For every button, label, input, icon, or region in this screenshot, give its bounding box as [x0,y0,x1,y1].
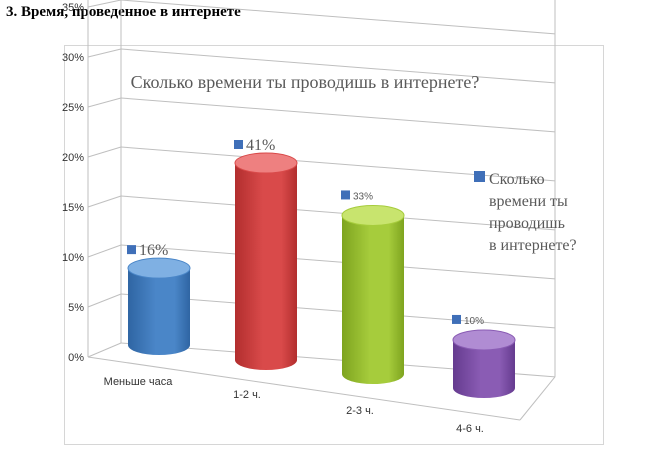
grid-back-line [120,48,556,84]
category-label: Меньше часа [104,376,174,388]
grid-side-line [87,97,122,108]
grid-side-line [87,48,122,58]
y-tick-label: 20% [62,152,84,164]
y-tick-label: 15% [62,202,84,214]
data-label-marker [234,140,243,149]
grid-back-line [120,195,556,231]
bar-2 [234,152,298,370]
legend-text-line: Сколько [489,171,545,188]
grid-side-line [87,146,122,158]
x-axis-categories: Меньше часа 1-2 ч. 2-3 ч. 4-6 ч. [104,376,484,435]
grid-side-line [87,342,122,358]
y-tick-label: 5% [68,302,84,314]
floor-right-edge [519,376,556,421]
bar-top [234,152,298,174]
chart-bars [127,152,516,398]
bar-1 [127,257,191,355]
category-label: 1-2 ч. [233,389,261,401]
data-label-marker [452,314,461,324]
grid-side-line [87,195,122,208]
bar-4 [452,329,516,398]
y-tick-label: 30% [62,52,84,64]
grid-back-line [120,293,556,329]
data-labels: 16% 41% 33% 10% [127,137,484,327]
y-axis-ticks: 0%5%10%15%20%25%30%35%40%45% [62,2,84,364]
y-tick-label: 35% [62,2,84,14]
chart-legend: Сколько времени ты проводишь в интернете? [474,171,577,254]
category-label: 4-6 ч. [456,423,484,435]
chart-grid [87,0,556,421]
category-label: 2-3 ч. [346,405,374,417]
chart-title: Сколько времени ты проводишь в интернете… [131,72,480,92]
grid-back-line [120,97,556,133]
bar-body [342,215,404,384]
legend-marker [474,171,485,182]
y-tick-label: 0% [68,352,84,364]
bar-body [235,163,297,370]
data-label: 16% [139,242,168,259]
legend-text-line: проводишь [489,215,565,232]
data-label: 41% [246,137,275,154]
floor-front-edge [87,356,521,421]
document-heading: 3. Время, проведенное в интернете [6,4,241,20]
grid-side-line [87,293,122,308]
legend-text-line: времени ты [489,193,568,210]
grid-side-line [87,0,122,8]
data-label-marker [127,245,136,255]
bar-body [128,268,190,355]
bar-top [452,329,516,351]
y-tick-label: 25% [62,102,84,114]
y-tick-label: 10% [62,252,84,264]
data-label: 10% [464,316,484,327]
grid-back-line [120,244,556,280]
bar-body [453,339,515,398]
bar-3 [341,204,405,384]
grid-back-line [120,0,556,35]
data-label-marker [341,190,350,200]
data-label: 33% [353,191,373,202]
bar-top [341,204,405,226]
legend-text-line: в интернете? [489,237,577,254]
grid-side-line [87,244,122,258]
bar-top [127,257,191,279]
